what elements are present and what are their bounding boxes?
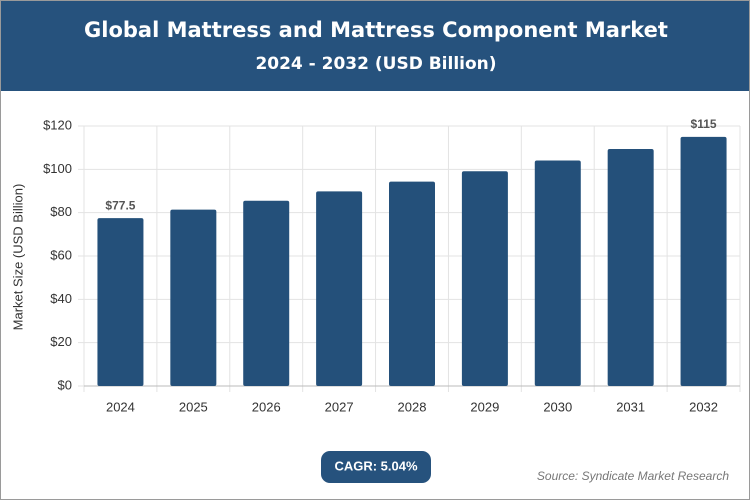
x-tick-label: 2025 (179, 399, 208, 414)
bar (607, 148, 654, 386)
y-tick-label: $0 (58, 377, 72, 392)
y-tick-label: $80 (50, 204, 72, 219)
y-tick-label: $40 (50, 291, 72, 306)
cagr-text: CAGR: 5.04% (334, 458, 418, 473)
bar (534, 160, 581, 386)
chart-title: Global Mattress and Mattress Component M… (84, 18, 668, 42)
x-tick-label: 2031 (616, 399, 645, 414)
y-axis-label: Market Size (USD Billion) (10, 184, 25, 331)
x-tick-label: 2028 (398, 399, 427, 414)
x-tick-label: 2029 (470, 399, 499, 414)
bar (97, 218, 144, 386)
y-tick-label: $120 (43, 117, 72, 132)
bar (170, 209, 217, 386)
chart-subtitle: 2024 - 2032 (USD Billion) (255, 54, 496, 74)
y-tick-label: $100 (43, 161, 72, 176)
bar (389, 181, 435, 386)
y-tick-label: $60 (50, 247, 72, 262)
bar (461, 171, 508, 386)
source-note: Source: Syndicate Market Research (537, 469, 729, 483)
value-label: $115 (691, 117, 717, 131)
bar (680, 136, 727, 386)
cagr-badge (321, 451, 431, 483)
x-tick-label: 2030 (543, 399, 572, 414)
x-tick-label: 2027 (325, 399, 354, 414)
value-label: $77.5 (105, 198, 135, 212)
y-tick-label: $20 (50, 334, 72, 349)
header (1, 1, 749, 91)
x-tick-label: 2032 (689, 399, 718, 414)
bar (243, 200, 290, 386)
x-tick-label: 2026 (252, 399, 281, 414)
bar (316, 191, 363, 386)
x-tick-label: 2024 (106, 399, 135, 414)
